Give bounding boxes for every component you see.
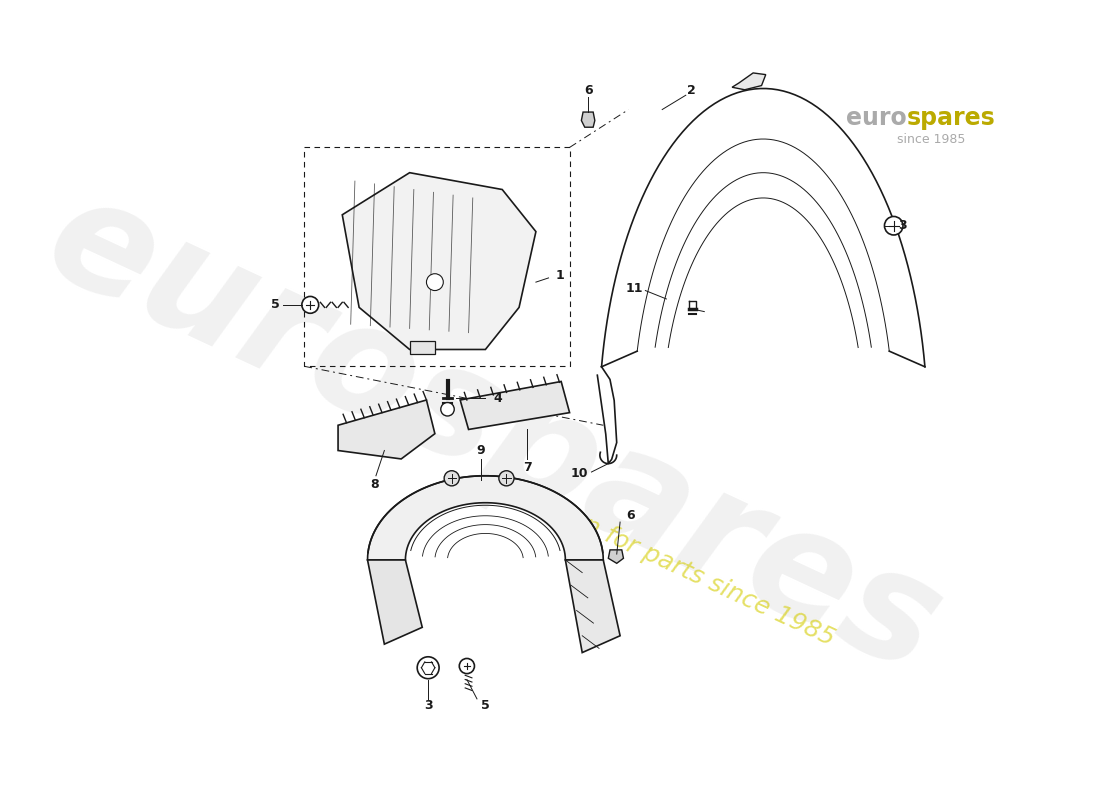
Text: 6: 6 [626,509,635,522]
Text: 2: 2 [688,84,696,97]
Text: eurospares: eurospares [24,162,962,706]
Circle shape [441,402,454,416]
Text: 8: 8 [370,478,378,490]
Circle shape [444,470,460,486]
Polygon shape [409,341,434,354]
Circle shape [460,658,474,674]
Polygon shape [460,382,570,430]
Text: spares: spares [906,106,996,130]
Text: 10: 10 [570,467,587,480]
Circle shape [884,217,903,235]
Text: 3: 3 [898,219,906,232]
Text: a passion for parts since 1985: a passion for parts since 1985 [486,470,838,650]
Text: 9: 9 [477,444,485,457]
Polygon shape [338,400,434,459]
Text: 4: 4 [494,392,503,405]
Text: euro: euro [846,106,906,130]
Polygon shape [367,476,603,560]
Text: 11: 11 [626,282,644,295]
Polygon shape [733,73,766,90]
Circle shape [427,274,443,290]
Circle shape [301,297,319,314]
Polygon shape [582,112,595,127]
Polygon shape [342,173,536,350]
Circle shape [417,657,439,678]
Text: 6: 6 [584,84,593,97]
Text: 7: 7 [524,461,532,474]
Text: 3: 3 [424,699,432,712]
Text: 1: 1 [556,269,564,282]
Text: 5: 5 [271,298,279,311]
Text: 5: 5 [481,699,490,712]
Polygon shape [367,560,422,644]
Polygon shape [565,560,620,653]
Polygon shape [608,550,624,563]
Text: since 1985: since 1985 [898,133,966,146]
Circle shape [499,470,514,486]
